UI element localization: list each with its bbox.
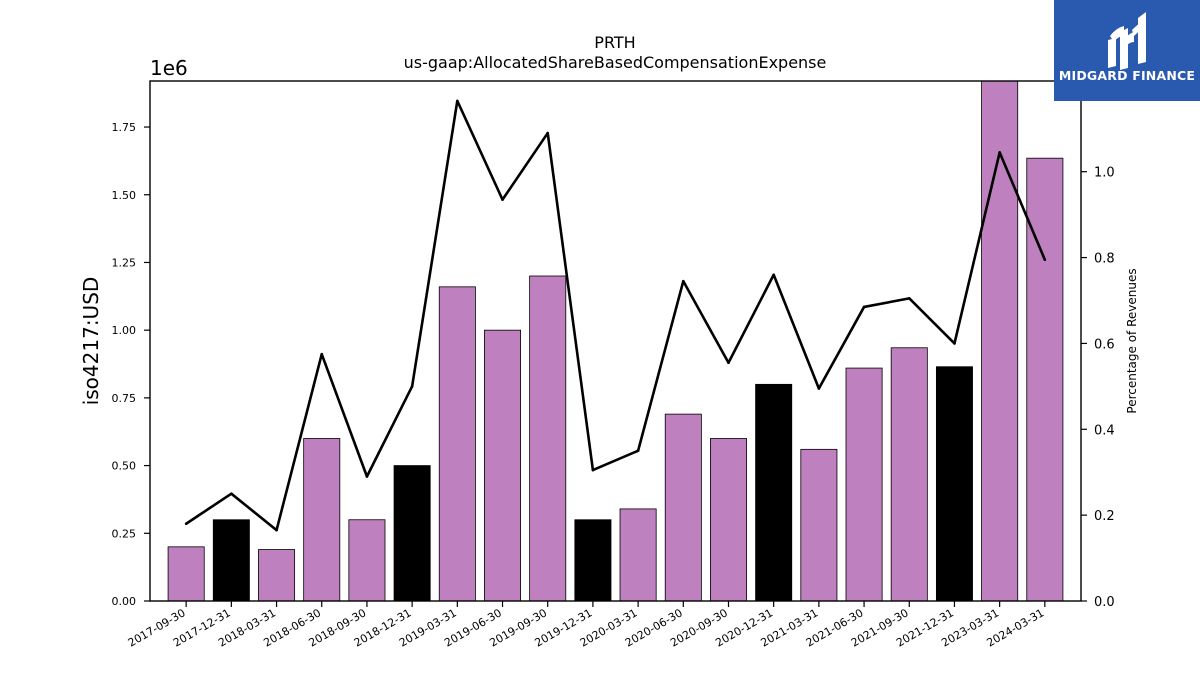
y2-tick-label: 1.0	[1094, 166, 1115, 181]
y2-tick-label: 0.4	[1094, 423, 1115, 438]
bar-2019-03-31	[438, 286, 476, 602]
y-tick-label: 1.00	[112, 324, 137, 337]
bar-2019-09-30	[529, 275, 567, 602]
bar-2020-06-30	[664, 413, 702, 602]
line-point-2021-09-30	[907, 297, 911, 300]
bar-2019-12-31	[574, 519, 612, 602]
y-tick-label: 0.75	[112, 392, 137, 405]
line-point-2018-12-31	[410, 385, 414, 388]
line-point-2018-09-30	[365, 475, 369, 478]
line-point-2024-03-31	[1043, 258, 1047, 262]
y-axis-offset-text: 1e6	[150, 56, 188, 80]
plot-frame	[149, 80, 1082, 602]
y-tick-label: 0.50	[112, 460, 137, 473]
line-point-2021-06-30	[862, 305, 866, 309]
line-point-2020-03-31	[636, 449, 640, 453]
percentage-line	[185, 99, 1047, 532]
line-point-2017-12-31	[230, 492, 233, 495]
y2-tick-label: 0.0	[1094, 595, 1115, 610]
bar-2017-12-31	[212, 519, 250, 602]
logo-mark-icon	[1108, 12, 1146, 70]
bars-group	[167, 80, 1064, 602]
chart-subtitle: us-gaap:AllocatedShareBasedCompensationE…	[404, 53, 827, 72]
y-tick-label: 1.50	[112, 189, 137, 202]
line-point-2020-06-30	[681, 279, 685, 283]
bar-2020-03-31	[619, 508, 657, 602]
y2-axis-label: Percentage of Revenues	[1125, 268, 1139, 413]
chart-title: PRTH	[594, 33, 635, 52]
line-point-2020-12-31	[772, 273, 775, 277]
line-group	[184, 99, 1047, 532]
y-tick-label: 1.75	[112, 121, 137, 134]
line-point-2017-09-30	[184, 522, 188, 526]
bar-2021-03-31	[800, 448, 838, 602]
bar-2017-09-30	[167, 546, 205, 602]
bar-2018-09-30	[348, 519, 386, 602]
line-point-2019-12-31	[591, 468, 595, 472]
line-point-2023-03-31	[998, 151, 1001, 154]
bar-2024-03-31	[1026, 157, 1064, 602]
logo-text: MIDGARD FINANCE	[1058, 68, 1196, 83]
line-point-2019-09-30	[546, 131, 550, 135]
bar-2019-06-30	[484, 329, 522, 602]
bar-2021-06-30	[845, 367, 883, 602]
y-tick-label: 1.25	[112, 256, 137, 269]
bar-2020-09-30	[710, 438, 747, 602]
bar-2021-12-31	[935, 366, 973, 602]
bar-2018-06-30	[303, 438, 341, 602]
bar-2023-03-31	[981, 80, 1019, 602]
bar-2020-12-31	[755, 383, 793, 602]
bar-2018-03-31	[258, 549, 296, 602]
line-point-2020-09-30	[727, 361, 730, 365]
y2-tick-label: 0.2	[1094, 509, 1115, 524]
y-tick-label: 0.25	[112, 527, 137, 540]
line-point-2018-06-30	[320, 352, 324, 356]
bar-2021-09-30	[890, 347, 928, 602]
line-point-2019-06-30	[501, 198, 504, 201]
y2-tick-label: 0.8	[1094, 252, 1115, 267]
line-point-2019-03-31	[456, 99, 459, 103]
midgard-finance-logo: MIDGARD FINANCE	[1054, 0, 1200, 101]
bar-2018-12-31	[393, 465, 431, 602]
line-point-2021-03-31	[817, 387, 821, 390]
line-point-2018-03-31	[275, 528, 278, 532]
y-axis-label: iso4217:USD	[79, 277, 103, 406]
y2-tick-label: 0.6	[1094, 337, 1115, 352]
y-tick-label: 0.00	[112, 595, 137, 608]
line-point-2021-12-31	[953, 342, 956, 345]
